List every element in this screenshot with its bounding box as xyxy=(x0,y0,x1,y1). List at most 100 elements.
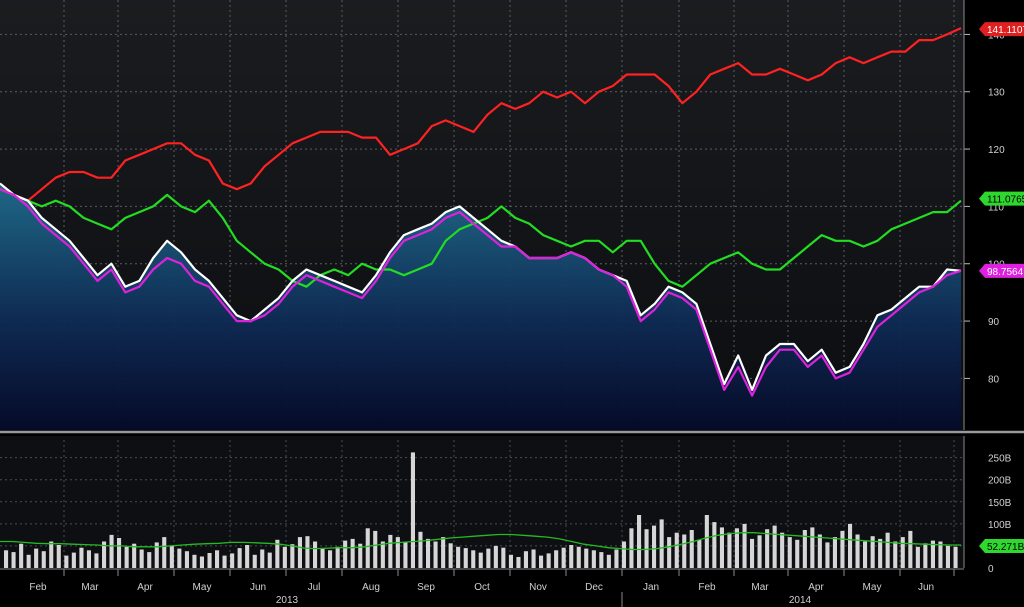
volume-bar xyxy=(945,545,950,568)
volume-bar xyxy=(19,543,24,568)
volume-moving-average-line xyxy=(0,532,961,551)
volume-bar xyxy=(727,532,732,568)
volume-bar xyxy=(885,532,890,568)
volume-bar xyxy=(215,550,220,568)
volume-bar xyxy=(245,545,250,568)
volume-bar xyxy=(297,537,302,568)
volume-bar xyxy=(848,523,853,568)
month-label: Nov xyxy=(529,582,547,593)
price-series-line xyxy=(0,188,962,397)
volume-bar xyxy=(689,530,694,568)
volume-bar xyxy=(772,525,777,568)
volume-bar xyxy=(230,553,235,568)
volume-bar xyxy=(938,541,943,568)
volume-bars xyxy=(0,452,961,568)
month-label: Oct xyxy=(474,582,490,593)
volume-bar xyxy=(79,547,84,568)
green-series-last-value-tag: 111.0765 xyxy=(979,191,1024,206)
volume-moving-average-tag-bg xyxy=(979,539,1024,554)
volume-bar xyxy=(418,531,423,568)
volume-moving-average-tag-text: 52.271B xyxy=(987,542,1024,553)
volume-bar xyxy=(539,555,544,568)
volume-bar xyxy=(546,553,551,568)
magenta-series-last-value-tag: 98.7564 xyxy=(979,263,1024,278)
volume-bar xyxy=(591,550,596,568)
area-fill xyxy=(0,183,961,430)
volume-bar xyxy=(757,535,762,568)
price-lines xyxy=(0,27,962,397)
volume-tick-label: 100B xyxy=(988,520,1012,531)
month-label: Jun xyxy=(918,582,934,593)
volume-bar xyxy=(41,551,46,568)
month-label: May xyxy=(863,582,882,593)
red-series-last-value-tag-text: 141.1107 xyxy=(987,25,1024,36)
volume-bar xyxy=(840,530,845,568)
volume-bar xyxy=(569,545,574,568)
volume-bar xyxy=(177,548,182,568)
volume-bar xyxy=(893,541,898,568)
volume-bar xyxy=(64,555,69,568)
volume-bar xyxy=(923,543,928,568)
volume-bar xyxy=(554,550,559,568)
price-tick-label: 130 xyxy=(988,88,1005,99)
year-label: 2013 xyxy=(276,595,299,606)
volume-bar xyxy=(162,537,167,568)
volume-bar xyxy=(34,548,39,568)
volume-bar xyxy=(56,545,61,568)
month-label: Mar xyxy=(751,582,769,593)
magenta-series-last-value-tag-bg xyxy=(979,263,1024,278)
green-series-last-value-tag-bg xyxy=(979,191,1024,206)
volume-bar xyxy=(561,547,566,568)
volume-bar xyxy=(516,557,521,568)
price-series-line xyxy=(0,27,962,202)
volume-bar xyxy=(576,546,581,568)
price-tick-label: 90 xyxy=(988,317,1000,328)
month-label: Apr xyxy=(137,582,153,593)
month-label: Apr xyxy=(808,582,824,593)
volume-bar xyxy=(471,550,476,568)
volume-bar xyxy=(953,546,958,568)
volume-tick-label: 200B xyxy=(988,476,1012,487)
volume-bar xyxy=(817,534,822,568)
volume-bar xyxy=(365,528,370,568)
volume-bar xyxy=(86,550,91,568)
price-tick-label: 120 xyxy=(988,145,1005,156)
volume-bar xyxy=(832,537,837,568)
volume-bar xyxy=(644,529,649,568)
volume-bar xyxy=(410,452,415,568)
volume-bar xyxy=(290,544,295,568)
volume-bar xyxy=(313,541,318,568)
price-series-line xyxy=(0,188,962,288)
price-tick-label: 110 xyxy=(988,202,1004,213)
month-label: Mar xyxy=(81,582,99,593)
volume-bar xyxy=(147,552,152,568)
volume-bar xyxy=(697,539,702,568)
volume-bar xyxy=(523,551,528,568)
volume-bar xyxy=(493,545,498,568)
volume-bar xyxy=(124,546,129,568)
volume-bar xyxy=(486,548,491,568)
volume-bar xyxy=(343,540,348,568)
month-label: Jun xyxy=(250,582,266,593)
volume-bar xyxy=(795,539,800,568)
volume-bar xyxy=(674,532,679,568)
volume-bar xyxy=(380,541,385,568)
volume-bar xyxy=(825,542,830,568)
volume-bar xyxy=(742,523,747,568)
volume-bar xyxy=(765,529,770,568)
magenta-series-last-value-tag-text: 98.7564 xyxy=(987,267,1024,278)
volume-bar xyxy=(637,515,642,568)
month-label: Feb xyxy=(29,582,47,593)
volume-bar xyxy=(621,541,626,568)
volume-bar xyxy=(132,543,137,568)
volume-tick-label: 250B xyxy=(988,454,1012,465)
volume-bar xyxy=(855,534,860,568)
volume-bar xyxy=(4,550,9,568)
value-labels: 141.1107 111.0765 98.7564 52.271B xyxy=(979,22,1024,554)
volume-bar xyxy=(787,537,792,568)
price-series-line xyxy=(0,182,962,391)
volume-bar xyxy=(531,549,536,568)
red-series-last-value-tag: 141.1107 xyxy=(979,22,1024,37)
volume-bar xyxy=(606,554,611,568)
